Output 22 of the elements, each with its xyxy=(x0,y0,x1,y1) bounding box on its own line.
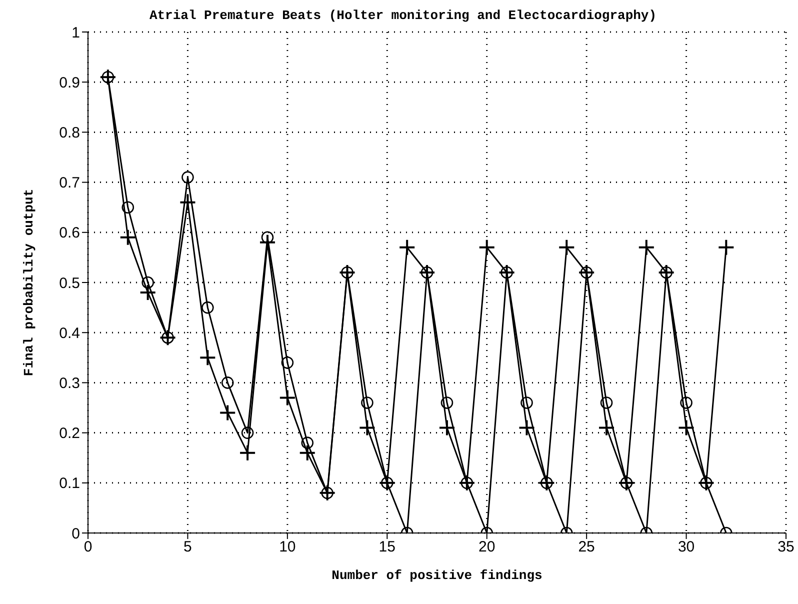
x-tick-label: 5 xyxy=(184,538,192,556)
y-axis-title: Final probability output xyxy=(22,188,37,376)
x-axis-title: Number of positive findings xyxy=(332,568,543,583)
y-tick-label: 0.1 xyxy=(59,475,80,492)
x-tick-label: 10 xyxy=(279,538,296,556)
x-tick-label: 0 xyxy=(84,538,92,556)
y-tick-label: 0.2 xyxy=(59,425,80,442)
x-tick-label: 25 xyxy=(578,538,595,556)
chart-title: Atrial Premature Beats (Holter monitoring and Electocardiography) xyxy=(148,8,658,23)
y-tick-label: 1 xyxy=(72,24,80,42)
y-tick-label: 0.9 xyxy=(59,74,80,92)
x-tick-label: 20 xyxy=(478,538,496,556)
x-tick-label: 15 xyxy=(378,538,396,556)
y-tick-label: 0.7 xyxy=(59,174,80,192)
y-tick-label: 0.8 xyxy=(59,124,80,142)
y-tick-label: 0 xyxy=(72,525,80,542)
y-tick-label: 0.3 xyxy=(59,375,80,392)
y-tick-label: 0.4 xyxy=(59,324,80,342)
y-tick-label: 0.6 xyxy=(59,224,80,242)
y-tick-label: 0.5 xyxy=(59,274,80,292)
x-tick-label: 35 xyxy=(778,538,794,556)
x-tick-label: 30 xyxy=(678,538,695,556)
